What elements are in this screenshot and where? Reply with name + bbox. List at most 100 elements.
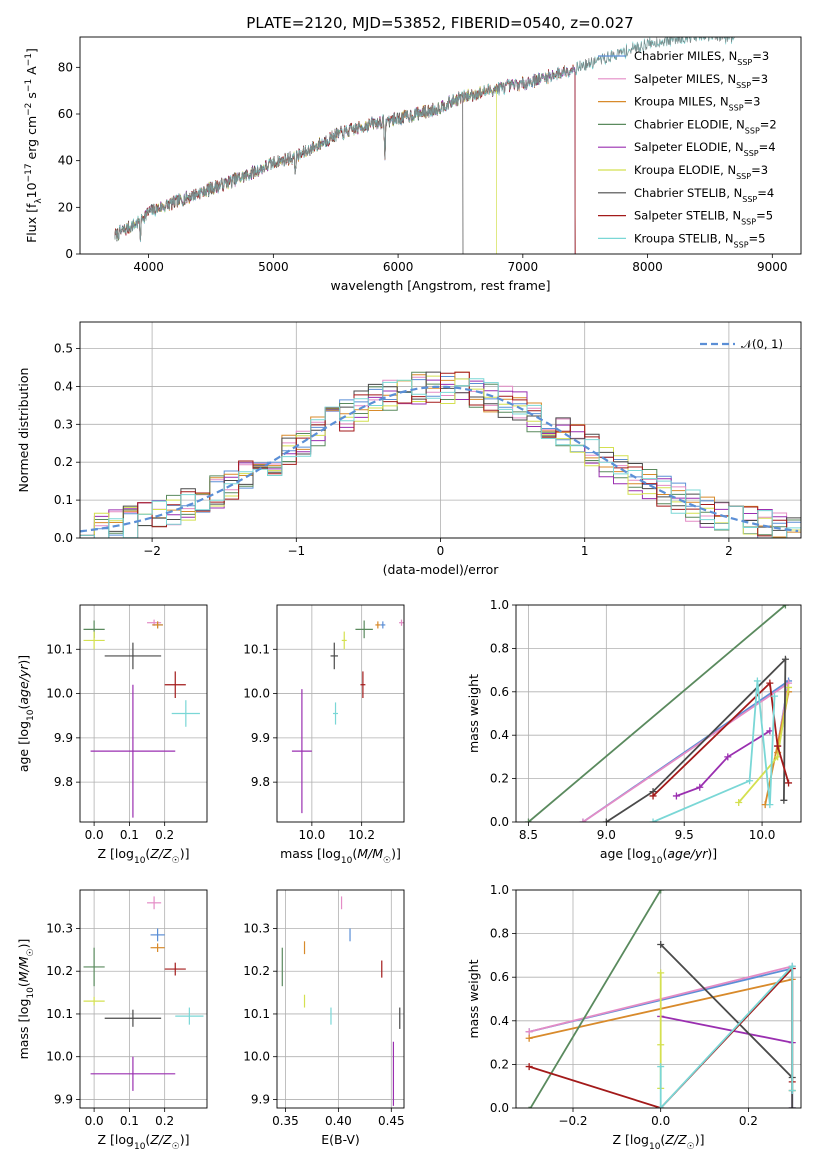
weight-series-6	[605, 657, 787, 822]
spectrum-model-2	[114, 64, 576, 254]
weight-marker	[788, 1087, 796, 1095]
age-vs-mass-panel: 10.0 10.2 9.8 9.9 10.0 10.1 mass [log10(M/M☉)]	[243, 604, 405, 866]
y-tick-label: 10.1	[243, 1007, 270, 1021]
figure-title: PLATE=2120, MJD=53852, FIBERID=0540, z=0…	[246, 14, 633, 32]
panel-frame	[79, 889, 208, 1109]
weight-marker	[766, 801, 774, 809]
weight-marker	[525, 1028, 533, 1036]
weight-marker	[657, 941, 665, 948]
weight-marker	[788, 1104, 796, 1108]
weight-marker	[781, 605, 789, 609]
errorbar-point-7	[164, 962, 186, 976]
y-tick-label: 40	[58, 154, 73, 168]
y-tick-label: 10.1	[46, 642, 73, 656]
x-tick-label: −1	[287, 544, 305, 558]
x-axis-label: E(B-V)	[321, 1132, 360, 1147]
panel-frame	[515, 889, 802, 1109]
errorbar-point-8	[175, 1007, 204, 1025]
weight-marker	[672, 792, 680, 800]
x-tick-label: 0.0	[651, 1114, 670, 1128]
weight-marker	[785, 779, 793, 787]
y-tick-label: 0.4	[490, 1014, 509, 1028]
y-axis-label: mass weight	[466, 674, 481, 753]
y-tick-label: 0	[65, 247, 73, 261]
errorbar-point-5	[83, 996, 105, 1006]
y-tick-label: 10.1	[243, 642, 270, 656]
mass-weight-vs-Z-panel: −0.2 0.0 0.2 0.0 0.2 0.4 0.6 0.8 1.0 Z [log10(Z/Z…	[466, 883, 802, 1152]
panel-frame	[515, 604, 802, 823]
x-tick-label: 0.35	[272, 1114, 299, 1128]
x-tick-label: 0.0	[85, 828, 104, 842]
legend-entry: Chabrier MILES, NSSP=3	[634, 49, 769, 67]
y-tick-label: 80	[58, 60, 73, 74]
spectrum-frame	[79, 36, 802, 255]
errorbar-point-1	[399, 619, 404, 626]
y-tick-label: 0.6	[490, 685, 509, 699]
y-tick-label: 20	[58, 200, 73, 214]
errorbar-point-8	[333, 702, 339, 725]
x-tick-label: 1	[581, 544, 589, 558]
x-tick-label: 0	[437, 544, 445, 558]
errorbar-point-7	[360, 671, 366, 698]
weight-marker	[746, 777, 754, 785]
spectrum-model-8	[114, 37, 735, 243]
histogram-model-8	[80, 378, 801, 538]
panel-frame	[276, 604, 405, 823]
weight-marker	[649, 818, 657, 822]
y-tick-label: 10.0	[243, 687, 270, 701]
weight-marker	[771, 692, 779, 700]
y-tick-label: 1.0	[490, 598, 509, 612]
spectrum-model-7	[114, 64, 576, 254]
x-tick-label: 8000	[632, 260, 663, 274]
spectrum-data	[114, 37, 735, 241]
weight-marker	[657, 1041, 665, 1049]
y-tick-label: 60	[58, 107, 73, 121]
weight-marker	[724, 753, 732, 761]
errorbar-point-7	[164, 671, 186, 698]
x-tick-label: 10.0	[749, 828, 776, 842]
y-axis-label: mass [log10(M/M☉)]	[16, 939, 36, 1060]
weight-marker	[780, 796, 788, 804]
weight-marker	[753, 677, 761, 685]
errorbar-point-2	[375, 621, 381, 629]
y-tick-label: 0.8	[490, 927, 509, 941]
weight-marker	[657, 1104, 665, 1108]
weight-marker	[579, 818, 587, 822]
errorbar-point-5	[83, 631, 105, 650]
weight-series-8	[659, 964, 794, 1108]
y-tick-label: 10.0	[243, 1050, 270, 1064]
y-tick-label: 9.9	[54, 731, 73, 745]
y-tick-label: 10.0	[46, 1050, 73, 1064]
x-axis-label: Z [log10(Z/Z☉)]	[98, 846, 190, 866]
weight-marker	[781, 655, 789, 663]
weight-marker	[657, 969, 665, 977]
y-tick-label: 9.9	[251, 731, 270, 745]
x-tick-label: 2	[725, 544, 733, 558]
legend-entry: 𝒩(0, 1)	[741, 337, 783, 351]
y-tick-label: 0.4	[490, 728, 509, 742]
normal-curve	[80, 385, 799, 533]
legend-entry: Kroupa STELIB, NSSP=5	[634, 231, 765, 249]
legend-entry: Kroupa ELODIE, NSSP=3	[634, 163, 768, 181]
residual-panel: −2 −1 0 1 2 0.0 0.1 0.2 0.3 0.4 0.5 (data-model)/er…	[16, 321, 802, 577]
weight-series-1	[582, 681, 790, 822]
weight-marker	[774, 742, 782, 750]
spectrum-model-1	[114, 65, 576, 254]
y-tick-label: 0.0	[54, 531, 73, 545]
errorbar-point-2	[150, 943, 165, 952]
errorbar-point-0	[380, 621, 386, 629]
mass-weight-vs-age-panel: 8.5 9.0 9.5 10.0 0.0 0.2 0.4 0.6 0.8 1.0 age [log1…	[466, 598, 802, 866]
errorbar-point-4	[90, 1056, 176, 1091]
y-tick-label: 10.2	[243, 964, 270, 978]
spectrum-legend: Chabrier MILES, NSSP=3 Salpeter MILES, NS…	[598, 49, 777, 249]
y-tick-label: 10.2	[46, 964, 73, 978]
x-tick-label: 9000	[757, 260, 788, 274]
legend-entry: Salpeter STELIB, NSSP=5	[634, 209, 773, 227]
errorbar-point-0	[150, 928, 165, 942]
weight-marker	[735, 798, 743, 806]
y-tick-label: 0.2	[490, 1057, 509, 1071]
x-tick-label: 5000	[258, 260, 289, 274]
y-tick-label: 9.9	[54, 1092, 73, 1106]
x-tick-label: 0.0	[85, 1114, 104, 1128]
